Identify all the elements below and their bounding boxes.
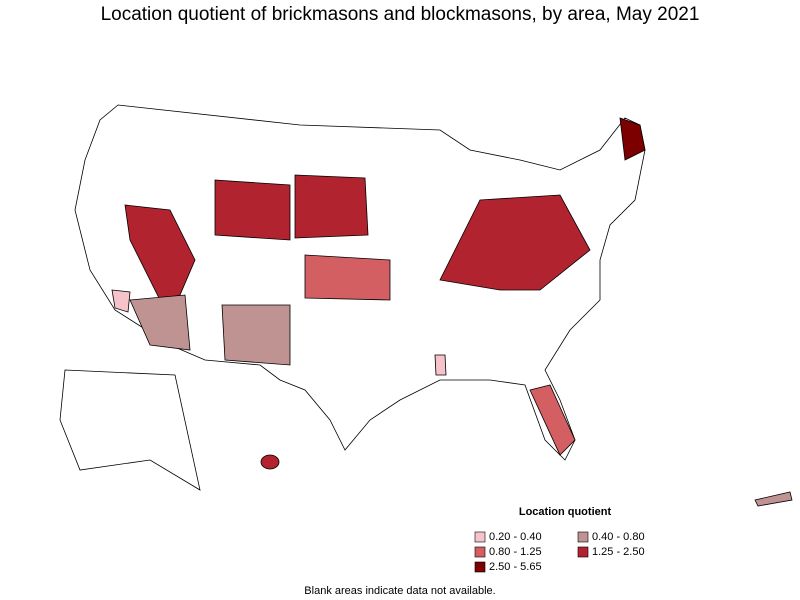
legend-title: Location quotient — [519, 506, 612, 518]
region-east — [439, 194, 591, 291]
region-kansas — [304, 254, 391, 301]
legend-swatch — [577, 531, 589, 543]
region-mississippi — [434, 354, 447, 376]
region-socal — [111, 289, 131, 313]
map — [59, 104, 793, 507]
legend-label: 0.40 - 0.80 — [592, 531, 645, 543]
legend: Location quotient 0.20 - 0.40 0.40 - 0.80… — [474, 506, 645, 573]
legend-label: 0.80 - 1.25 — [489, 546, 542, 558]
note: Blank areas indicate data not available. — [304, 585, 495, 597]
alaska — [59, 369, 201, 491]
legend-label: 2.50 - 5.65 — [489, 561, 542, 573]
legend-label: 1.25 - 2.50 — [592, 546, 645, 558]
hawaii — [260, 454, 280, 470]
region-new-mexico — [221, 304, 291, 366]
legend-swatch — [474, 546, 486, 558]
puerto-rico — [754, 491, 793, 507]
legend-label: 0.20 - 0.40 — [489, 531, 542, 543]
region-west — [124, 204, 196, 301]
region-plains — [294, 174, 369, 239]
region-mountain — [214, 179, 291, 241]
title: Location quotient of brickmasons and blo… — [101, 4, 700, 25]
region-maine — [619, 117, 646, 161]
region-arizona — [129, 294, 191, 351]
legend-swatch — [577, 546, 589, 558]
legend-swatch — [474, 561, 486, 573]
region-florida — [529, 384, 576, 456]
legend-swatch — [474, 531, 486, 543]
